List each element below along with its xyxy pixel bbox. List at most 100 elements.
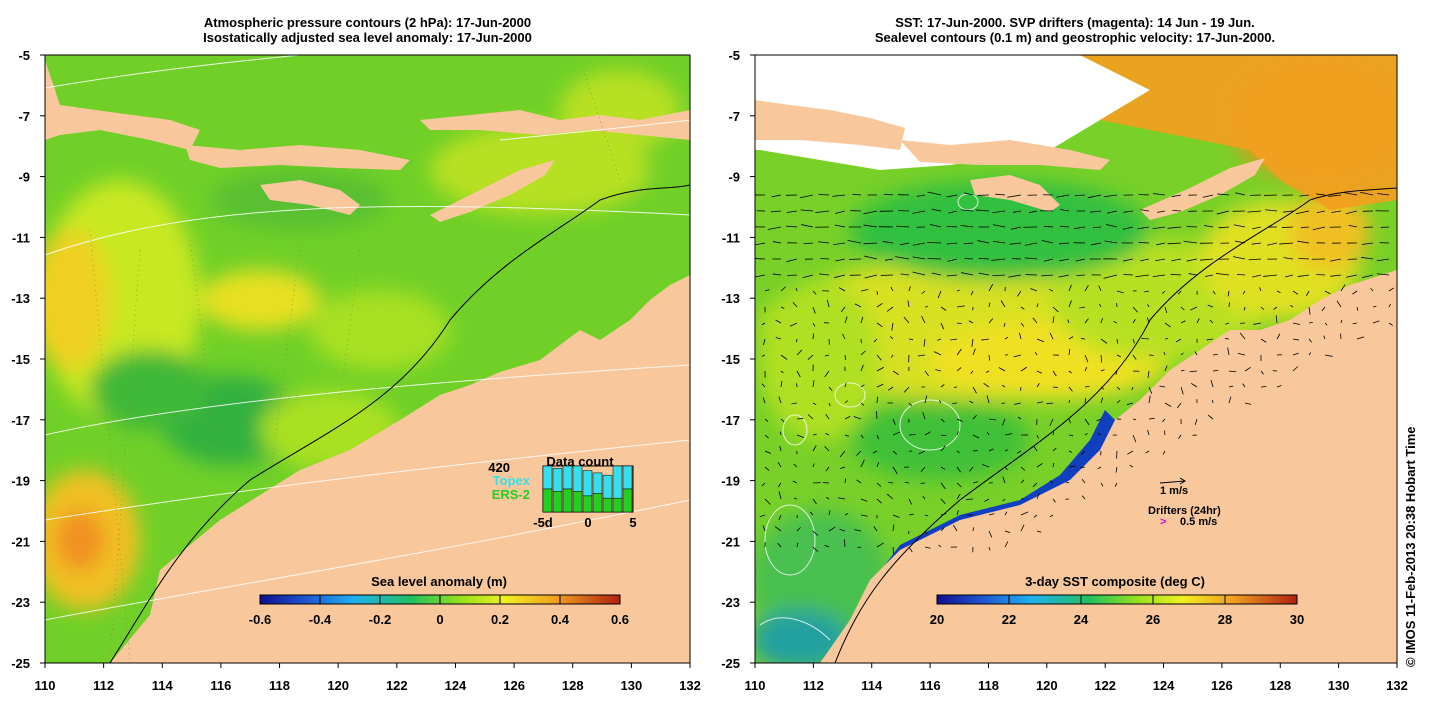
velocity-arrow (1316, 210, 1326, 214)
velocity-arrow (988, 318, 994, 324)
velocity-arrow (1017, 416, 1022, 420)
velocity-arrow (778, 396, 782, 404)
velocity-arrow (946, 242, 958, 245)
velocity-arrow (796, 542, 799, 548)
right-x-tick-label: 128 (1269, 678, 1291, 693)
velocity-arrow (832, 194, 846, 197)
velocity-arrow (1345, 210, 1358, 215)
velocity-arrow (1087, 194, 1102, 199)
left-title: Atmospheric pressure contours (2 hPa): 1… (45, 15, 690, 45)
velocity-arrow (1052, 386, 1058, 388)
velocity-arrow (1356, 306, 1359, 311)
velocity-arrow (1132, 418, 1137, 421)
velocity-arrow (796, 370, 801, 378)
velocity-arrow (1167, 242, 1182, 245)
velocity-arrow (1147, 429, 1150, 436)
velocity-arrow (1290, 305, 1294, 308)
velocity-arrow (1148, 417, 1155, 420)
velocity-arrow (759, 514, 766, 518)
velocity-arrow (1186, 258, 1198, 262)
velocity-arrow (1068, 434, 1074, 437)
velocity-arrow (1235, 192, 1246, 196)
velocity-arrow (1036, 493, 1040, 500)
velocity-arrow (1167, 226, 1182, 229)
data-count-ers2-bar (542, 488, 553, 513)
velocity-arrow (1170, 273, 1182, 276)
velocity-arrow (888, 386, 894, 391)
velocity-arrow (918, 450, 926, 455)
velocity-arrow (991, 258, 1006, 261)
velocity-arrow (876, 354, 882, 361)
data-count-topex-bar (622, 465, 633, 490)
velocity-arrow (922, 412, 926, 420)
velocity-arrow (900, 273, 910, 276)
data-count-x-tick-label: 5 (629, 515, 636, 530)
velocity-arrow (892, 546, 895, 554)
right-y-tick-label: -7 (728, 109, 740, 124)
velocity-arrow (1292, 366, 1299, 372)
velocity-arrow (793, 497, 798, 500)
velocity-arrow (786, 258, 798, 263)
velocity-arrow (1030, 288, 1038, 292)
velocity-arrow (1299, 194, 1310, 197)
right-y-tick-label: -23 (721, 595, 740, 610)
velocity-arrow (864, 255, 878, 260)
left-y-tick-label: -9 (18, 170, 30, 185)
right-y-tick-label: -15 (721, 352, 740, 367)
velocity-arrow (1014, 402, 1022, 405)
velocity-arrow (1116, 354, 1121, 358)
velocity-arrow (1242, 290, 1246, 295)
velocity-arrow (1236, 273, 1246, 276)
velocity-arrow (1260, 338, 1267, 343)
velocity-arrow (812, 322, 816, 327)
velocity-arrow (824, 544, 830, 548)
velocity-arrow (1276, 290, 1281, 293)
left-y-tick-label: -21 (11, 534, 30, 549)
velocity-arrow (892, 431, 901, 436)
velocity-arrow (791, 402, 798, 405)
velocity-arrow (1100, 482, 1104, 487)
velocity-arrow (917, 354, 926, 357)
velocity-arrow (828, 402, 831, 407)
velocity-arrow (1084, 418, 1090, 426)
velocity-arrow (1132, 354, 1137, 360)
velocity-arrow (960, 225, 974, 228)
velocity-arrow (1285, 274, 1294, 278)
velocity-arrow (933, 351, 942, 356)
velocity-arrow (802, 274, 814, 279)
velocity-arrow (860, 364, 864, 372)
velocity-arrow (937, 338, 942, 341)
velocity-arrow (1049, 480, 1054, 484)
velocity-arrow (876, 302, 883, 308)
velocity-arrow (856, 479, 862, 484)
data-count-topex-bar (572, 465, 583, 492)
velocity-arrow (1009, 242, 1022, 245)
velocity-arrow (1180, 352, 1184, 356)
data-count-title: Data count (546, 454, 614, 469)
velocity-arrow (1155, 258, 1166, 262)
velocity-arrow (1328, 194, 1342, 197)
velocity-arrow (1036, 383, 1040, 388)
velocity-arrow (1058, 274, 1070, 278)
velocity-arrow (1092, 226, 1102, 229)
velocity-arrow (1075, 258, 1086, 262)
velocity-arrow (1080, 338, 1086, 340)
velocity-arrow (1253, 322, 1262, 325)
right-y-axis: -5 -7 -9 -11 -13 -15 -17 -19 -21 -23 -25 (721, 48, 755, 671)
velocity-arrow (1048, 288, 1054, 292)
velocity-arrow (956, 367, 962, 372)
left-x-tick-label: 124 (445, 678, 467, 693)
geostrophic-velocity-arrows (755, 191, 1394, 554)
velocity-arrow (998, 367, 1006, 372)
velocity-arrow (875, 411, 878, 420)
left-y-tick-label: -23 (11, 595, 30, 610)
velocity-arrow (1084, 285, 1089, 292)
velocity-arrow (1176, 402, 1182, 409)
velocity-arrow (1172, 210, 1182, 212)
data-count-topex-bar (612, 465, 623, 499)
velocity-arrow (780, 418, 785, 423)
left-x-tick-label: 130 (621, 678, 643, 693)
velocity-arrow (876, 383, 884, 388)
velocity-arrow (1001, 384, 1006, 388)
velocity-arrow (1376, 258, 1390, 262)
